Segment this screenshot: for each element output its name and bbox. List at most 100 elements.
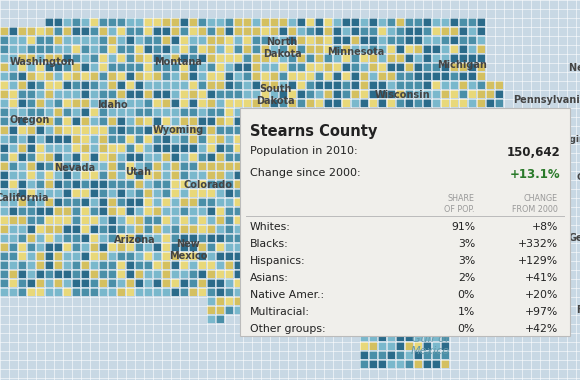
Bar [468, 117, 476, 125]
Bar [387, 351, 395, 359]
Bar [378, 63, 386, 71]
Bar [162, 252, 170, 260]
Text: Colorado: Colorado [183, 180, 233, 190]
Bar [99, 288, 107, 296]
Bar [207, 126, 215, 134]
Bar [225, 90, 233, 98]
Bar [261, 261, 269, 269]
Bar [216, 144, 224, 152]
Bar [27, 270, 35, 278]
Bar [225, 45, 233, 53]
Bar [342, 198, 350, 206]
Bar [324, 261, 332, 269]
Bar [306, 153, 314, 161]
Bar [324, 306, 332, 314]
Bar [117, 135, 125, 143]
Bar [333, 180, 341, 188]
Bar [63, 72, 71, 80]
Bar [144, 72, 152, 80]
Bar [225, 252, 233, 260]
Bar [369, 261, 377, 269]
Bar [45, 243, 53, 251]
Bar [45, 135, 53, 143]
Bar [423, 261, 431, 269]
Bar [360, 234, 368, 242]
Bar [306, 279, 314, 287]
Bar [234, 198, 242, 206]
Bar [270, 162, 278, 170]
Bar [423, 243, 431, 251]
Bar [216, 198, 224, 206]
Bar [351, 243, 359, 251]
Bar [207, 18, 215, 26]
Text: +20%: +20% [525, 290, 558, 300]
Bar [333, 198, 341, 206]
Bar [423, 81, 431, 89]
Bar [144, 108, 152, 116]
Bar [63, 63, 71, 71]
Bar [396, 297, 404, 305]
Bar [9, 252, 17, 260]
Bar [378, 198, 386, 206]
Bar [27, 162, 35, 170]
Bar [288, 117, 296, 125]
Bar [0, 144, 8, 152]
Bar [279, 198, 287, 206]
Bar [486, 198, 494, 206]
Bar [72, 261, 80, 269]
Bar [459, 180, 467, 188]
Bar [63, 18, 71, 26]
Bar [189, 18, 197, 26]
Bar [0, 243, 8, 251]
Bar [171, 144, 179, 152]
Bar [324, 63, 332, 71]
Bar [387, 171, 395, 179]
Bar [360, 126, 368, 134]
Bar [81, 288, 89, 296]
Bar [324, 81, 332, 89]
Bar [243, 306, 251, 314]
Bar [432, 360, 440, 368]
Bar [405, 36, 413, 44]
Bar [171, 36, 179, 44]
Bar [468, 72, 476, 80]
Bar [369, 108, 377, 116]
Bar [360, 351, 368, 359]
Bar [297, 108, 305, 116]
Bar [387, 63, 395, 71]
Bar [396, 270, 404, 278]
Bar [9, 72, 17, 80]
Bar [81, 189, 89, 197]
Bar [0, 234, 8, 242]
Bar [135, 144, 143, 152]
Bar [279, 180, 287, 188]
Bar [414, 72, 422, 80]
Bar [279, 171, 287, 179]
Bar [423, 18, 431, 26]
Bar [432, 225, 440, 233]
Bar [270, 153, 278, 161]
Bar [153, 81, 161, 89]
Bar [72, 234, 80, 242]
Bar [234, 108, 242, 116]
Bar [369, 252, 377, 260]
Bar [0, 27, 8, 35]
Bar [369, 135, 377, 143]
Bar [189, 243, 197, 251]
Bar [387, 216, 395, 224]
Bar [351, 198, 359, 206]
Bar [342, 36, 350, 44]
Bar [306, 243, 314, 251]
Bar [234, 279, 242, 287]
Bar [144, 162, 152, 170]
Bar [45, 108, 53, 116]
Bar [360, 243, 368, 251]
Bar [252, 243, 260, 251]
Text: 150,642: 150,642 [506, 146, 560, 159]
Bar [54, 18, 62, 26]
Bar [441, 207, 449, 215]
Bar [135, 225, 143, 233]
Bar [108, 144, 116, 152]
Bar [162, 288, 170, 296]
Bar [459, 135, 467, 143]
